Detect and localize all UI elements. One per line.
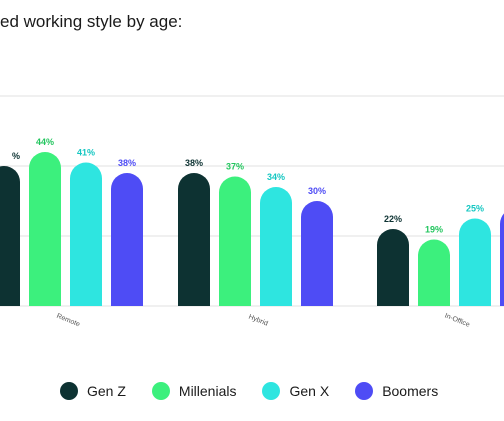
x-tick-label: In-Office bbox=[444, 312, 471, 328]
value-label: 44% bbox=[36, 137, 54, 147]
legend-swatch bbox=[355, 382, 374, 400]
x-tick-label: Remote bbox=[55, 313, 80, 329]
legend-label: Millenials bbox=[178, 383, 237, 399]
bar bbox=[377, 229, 409, 306]
legend-swatch bbox=[60, 382, 78, 400]
bar bbox=[459, 218, 491, 306]
value-label: 38% bbox=[185, 158, 203, 168]
bar bbox=[260, 187, 292, 306]
value-label: 37% bbox=[226, 162, 244, 172]
bar bbox=[70, 162, 102, 306]
value-label: 25% bbox=[466, 204, 484, 214]
value-label: 19% bbox=[425, 225, 443, 235]
legend-swatch bbox=[262, 382, 281, 400]
legend-item: Gen X bbox=[262, 382, 329, 400]
legend: Gen Z Millenials Gen X Boomers bbox=[60, 380, 438, 402]
value-label: 22% bbox=[384, 214, 402, 224]
legend-label: Boomers bbox=[382, 383, 439, 399]
legend-label: Gen X bbox=[289, 383, 330, 399]
bar bbox=[301, 201, 333, 306]
value-label: 34% bbox=[267, 172, 285, 182]
legend-label: Gen Z bbox=[87, 383, 126, 399]
x-tick-labels: Remote Hybrid In-Office bbox=[55, 312, 470, 328]
value-label: % bbox=[12, 151, 20, 161]
value-label: 30% bbox=[308, 186, 326, 196]
bar bbox=[178, 173, 210, 306]
bar bbox=[418, 239, 450, 306]
bar bbox=[29, 152, 61, 306]
value-label: 41% bbox=[77, 148, 95, 158]
legend-item: Millenials bbox=[151, 382, 237, 400]
bar bbox=[111, 173, 143, 306]
bar bbox=[0, 166, 20, 306]
bar bbox=[219, 176, 251, 306]
legend-swatch bbox=[151, 382, 170, 400]
bars bbox=[0, 152, 504, 306]
x-tick-label: Hybrid bbox=[247, 314, 268, 328]
legend-item: Boomers bbox=[355, 382, 438, 400]
value-labels: % 38% 22% 44% 37% 19% 41% 34% 25% 38% 30% bbox=[12, 137, 484, 235]
bar bbox=[500, 213, 504, 306]
legend-item: Gen Z bbox=[60, 382, 126, 400]
value-label: 38% bbox=[118, 158, 136, 168]
chart-title: ed working style by age: bbox=[0, 12, 183, 31]
